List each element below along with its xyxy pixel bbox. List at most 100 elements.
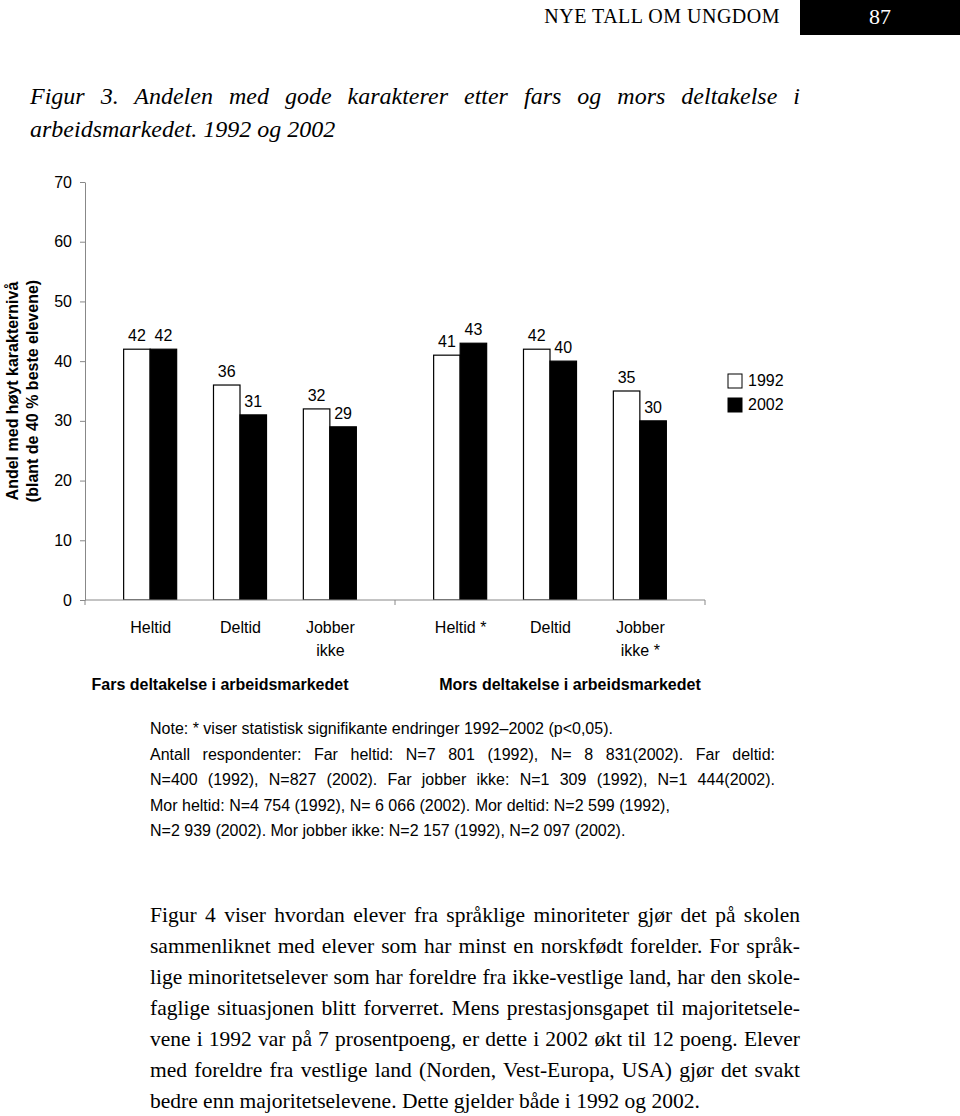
data-label: 40 — [554, 339, 572, 356]
bar — [550, 361, 577, 600]
y-tick-label: 70 — [54, 174, 72, 191]
legend-swatch — [728, 374, 742, 388]
legend-swatch — [728, 398, 742, 412]
x-group-tick — [395, 600, 396, 605]
y-tick: 60 — [54, 233, 85, 250]
bar — [303, 409, 330, 600]
x-group-tick — [85, 600, 86, 605]
legend: 1992 2002 — [728, 372, 784, 413]
x-tick-label-line: Jobber — [616, 619, 666, 636]
body-text: Figur 4 viser hvordan elever fra språkli… — [150, 903, 800, 927]
y-tick: 0 — [63, 592, 85, 609]
x-tick: Heltid — [130, 600, 171, 636]
body-text: lige minoritetselever som har foreldre f… — [150, 965, 800, 989]
body-line: med foreldre fra vestlige land (Norden, … — [150, 1055, 800, 1086]
body-line: faglige situasjonen blitt forverret. Men… — [150, 993, 800, 1024]
data-label: 41 — [438, 333, 456, 350]
y-tick-mark — [80, 421, 85, 422]
y-axis: 010203040506070 — [54, 174, 85, 609]
y-axis-title: Andel med høyt karakternivå(blant de 40 … — [4, 280, 41, 502]
note-line: N=400 (1992), N=827 (2002). Far jobber i… — [150, 767, 775, 793]
data-label: 32 — [308, 387, 326, 404]
x-tick-label: Jobber ikke — [306, 619, 356, 658]
x-tick: Deltid — [220, 600, 261, 636]
body-line: bedre enn majoritetselevene. Dette gjeld… — [150, 1086, 800, 1116]
caption-text: Figur 3. Andelen med gode karakterer ett… — [30, 83, 800, 109]
y-tick-mark — [80, 600, 85, 601]
y-tick-mark — [80, 540, 85, 541]
running-header: NYE TALL OM UNGDOM — [440, 5, 780, 28]
y-tick: 50 — [54, 293, 85, 310]
note-line: N=2 939 (2002). Mor jobber ikke: N=2 157… — [150, 818, 775, 844]
data-label: 29 — [334, 405, 352, 422]
x-tick-label: Deltid — [220, 619, 261, 636]
x-tick-label-line: ikke — [316, 642, 345, 659]
y-tick-mark — [80, 481, 85, 482]
bar — [613, 391, 640, 600]
y-tick: 20 — [54, 472, 85, 489]
bars — [124, 343, 667, 600]
note-text: Note: * viser statistisk signifikante en… — [150, 720, 613, 737]
note-text: N=400 (1992), N=827 (2002). Far jobber i… — [150, 771, 775, 788]
y-tick-label: 0 — [63, 592, 72, 609]
data-label: 35 — [618, 369, 636, 386]
y-axis-line — [85, 183, 86, 601]
y-tick-mark — [80, 182, 85, 183]
data-label: 36 — [218, 363, 236, 380]
body-text: bedre enn majoritetselevene. Dette gjeld… — [150, 1089, 700, 1113]
caption-line: arbeidsmarkedet. 1992 og 2002 — [30, 113, 800, 146]
note-line: Note: * viser statistisk signifikante en… — [150, 716, 775, 742]
bar — [330, 427, 357, 600]
bar — [434, 355, 461, 600]
x-tick: Jobber ikke * — [616, 600, 666, 659]
body-line: lige minoritetselever som har foreldre f… — [150, 962, 800, 993]
x-tick-label: Heltid — [130, 619, 171, 636]
body-text: med foreldre fra vestlige land (Norden, … — [150, 1058, 800, 1082]
body-line: vene i 1992 var på 7 prosentpoeng, er de… — [150, 1024, 800, 1055]
bar — [240, 415, 267, 600]
x-tick-label: Heltid * — [435, 619, 487, 636]
y-tick: 40 — [54, 353, 85, 370]
data-label: 30 — [644, 399, 662, 416]
y-axis-title-line: Andel med høyt karakternivå — [4, 282, 21, 501]
bar — [150, 349, 177, 600]
caption-line: Figur 3. Andelen med gode karakterer ett… — [30, 80, 800, 113]
body: Figur 4 viser hvordan elever fra språkli… — [150, 900, 800, 1116]
data-label: 42 — [128, 327, 146, 344]
caption-text: arbeidsmarkedet. 1992 og 2002 — [30, 116, 335, 142]
data-label: 31 — [244, 393, 262, 410]
y-tick-label: 20 — [54, 472, 72, 489]
legend-label: 1992 — [748, 372, 784, 389]
legend-label: 2002 — [748, 396, 784, 413]
body-line: sammenliknet med elever som har minst en… — [150, 931, 800, 962]
caption: Figur 3. Andelen med gode karakterer ett… — [30, 80, 800, 146]
y-tick-mark — [80, 301, 85, 302]
y-tick-mark — [80, 361, 85, 362]
note-line: Mor heltid: N=4 754 (1992), N= 6 066 (20… — [150, 793, 775, 819]
group-label: Fars deltakelse i arbeidsmarkedet — [91, 676, 349, 693]
bar — [523, 349, 550, 600]
x-tick-label-line: Jobber — [306, 619, 356, 636]
bar — [460, 343, 487, 600]
y-axis-title-line: (blant de 40 % beste elevene) — [24, 280, 41, 502]
x-group-tick — [705, 600, 706, 605]
y-tick-label: 50 — [54, 293, 72, 310]
bar — [640, 421, 667, 600]
group-label: Mors deltakelse i arbeidsmarkedet — [439, 676, 701, 693]
body-text: sammenliknet med elever som har minst en… — [150, 934, 800, 958]
y-tick-label: 10 — [54, 532, 72, 549]
x-tick-label-line: ikke * — [621, 642, 660, 659]
page-number: 87 — [800, 4, 960, 30]
data-label: 42 — [528, 327, 546, 344]
y-tick-label: 40 — [54, 353, 72, 370]
note-text: N=2 939 (2002). Mor jobber ikke: N=2 157… — [150, 822, 625, 839]
data-label: 42 — [155, 327, 173, 344]
page: 0 10 20 30 40 50 60 70 Andel med høyt karakterni… — [0, 0, 960, 1116]
x-tick-label: Jobber ikke * — [616, 619, 666, 658]
x-axis: HeltidDeltidJobberikkeHeltid *DeltidJobb… — [130, 600, 665, 659]
y-tick-label: 60 — [54, 233, 72, 250]
bar — [213, 385, 240, 600]
note-text: Antall respondenter: Far heltid: N=7 801… — [150, 746, 775, 763]
body-text: vene i 1992 var på 7 prosentpoeng, er de… — [150, 1027, 800, 1051]
y-tick: 10 — [54, 532, 85, 549]
